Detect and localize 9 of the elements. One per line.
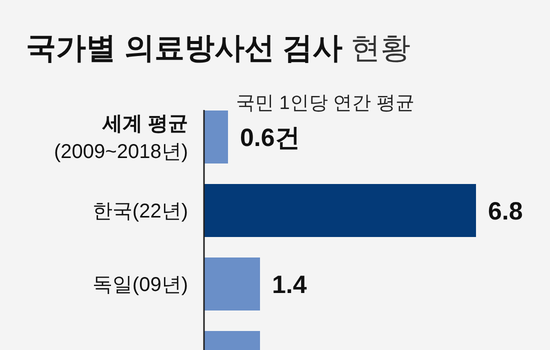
data-label: 1.4 xyxy=(272,271,307,299)
y-tick-label: 세계 평균 (2009~2018년) xyxy=(54,113,188,163)
chart-subtitle: 현황 xyxy=(350,32,411,65)
annotation: 국민 1인당 연간 평균 xyxy=(236,93,414,114)
y-tick-label: 독일(09년) xyxy=(92,274,188,296)
data-label: 6.8 xyxy=(488,198,523,226)
data-label: 0.6건 xyxy=(240,124,300,152)
y-tick-label: 한국(22년) xyxy=(92,200,188,222)
chart-title: 국가별 의료방사선 검사 xyxy=(26,32,343,65)
